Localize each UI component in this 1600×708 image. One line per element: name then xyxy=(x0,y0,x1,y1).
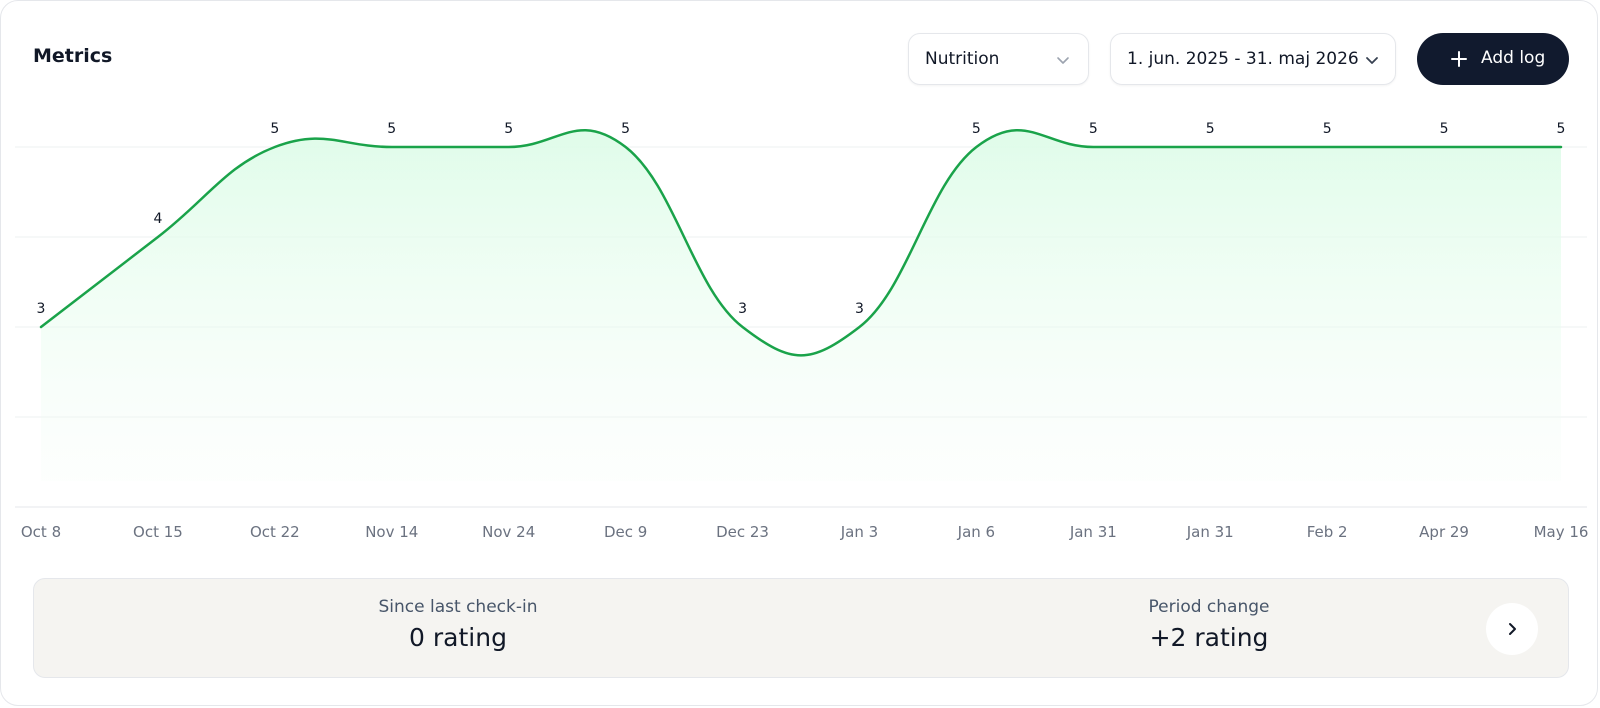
data-label: 5 xyxy=(1089,121,1098,137)
add-log-button-label: Add log xyxy=(1481,48,1546,68)
series-line xyxy=(39,129,1563,357)
x-tick-label: Jan 6 xyxy=(957,523,995,541)
x-tick-label: Apr 29 xyxy=(1419,523,1469,541)
data-label: 3 xyxy=(855,301,864,317)
x-tick-label: Feb 2 xyxy=(1307,523,1348,541)
add-log-button[interactable]: Add log xyxy=(1417,33,1569,85)
x-tick-label: Oct 22 xyxy=(250,523,300,541)
metrics-chart: 3 4 5 5 5 5 3 3 5 5 5 5 5 5 Oct 8 Oct 15 Oct 22 Nov 14 No… xyxy=(15,121,1589,541)
x-tick-label: Dec 9 xyxy=(604,523,647,541)
next-button[interactable] xyxy=(1486,603,1538,655)
x-tick-label: Oct 8 xyxy=(21,523,61,541)
x-tick-label: May 16 xyxy=(1534,523,1589,541)
period-change-caption: Period change xyxy=(1148,597,1270,617)
chevron-right-icon xyxy=(1509,623,1516,635)
data-label: 5 xyxy=(1323,121,1332,137)
chevron-down-icon xyxy=(1057,57,1069,64)
period-change-value: +2 rating xyxy=(1149,623,1269,652)
date-range-select[interactable]: 1. jun. 2025 - 31. maj 2026 xyxy=(1110,33,1396,85)
data-label: 3 xyxy=(738,301,747,317)
since-last-checkin-stat: Since last check-in 0 rating xyxy=(258,597,658,652)
x-tick-label: Oct 15 xyxy=(133,523,183,541)
x-tick-label: Nov 24 xyxy=(482,523,535,541)
data-label: 5 xyxy=(972,121,981,137)
data-label: 5 xyxy=(270,121,279,137)
category-select[interactable]: Nutrition xyxy=(908,33,1089,85)
date-range-select-value: 1. jun. 2025 - 31. maj 2026 xyxy=(1127,49,1359,69)
summary-panel: Since last check-in 0 rating Period chan… xyxy=(33,578,1569,678)
period-change-stat: Period change +2 rating xyxy=(1009,597,1409,652)
data-label: 5 xyxy=(1440,121,1449,137)
data-label: 5 xyxy=(1206,121,1215,137)
x-tick-label: Jan 3 xyxy=(840,523,878,541)
x-tick-label: Dec 23 xyxy=(716,523,769,541)
data-label: 4 xyxy=(153,211,162,227)
data-label: 3 xyxy=(37,301,46,317)
category-select-value: Nutrition xyxy=(925,49,1000,69)
since-last-checkin-value: 0 rating xyxy=(409,623,507,652)
x-tick-label: Jan 31 xyxy=(1069,523,1117,541)
data-label: 5 xyxy=(621,121,630,137)
x-tick-label: Jan 31 xyxy=(1186,523,1234,541)
plus-icon xyxy=(1451,51,1467,67)
chevron-down-icon xyxy=(1366,57,1378,64)
data-label: 5 xyxy=(1557,121,1566,137)
data-label: 5 xyxy=(504,121,513,137)
since-last-checkin-caption: Since last check-in xyxy=(378,597,538,617)
page-title: Metrics xyxy=(33,45,113,67)
x-tick-label: Nov 14 xyxy=(365,523,418,541)
data-label: 5 xyxy=(387,121,396,137)
series-area xyxy=(41,130,1561,481)
